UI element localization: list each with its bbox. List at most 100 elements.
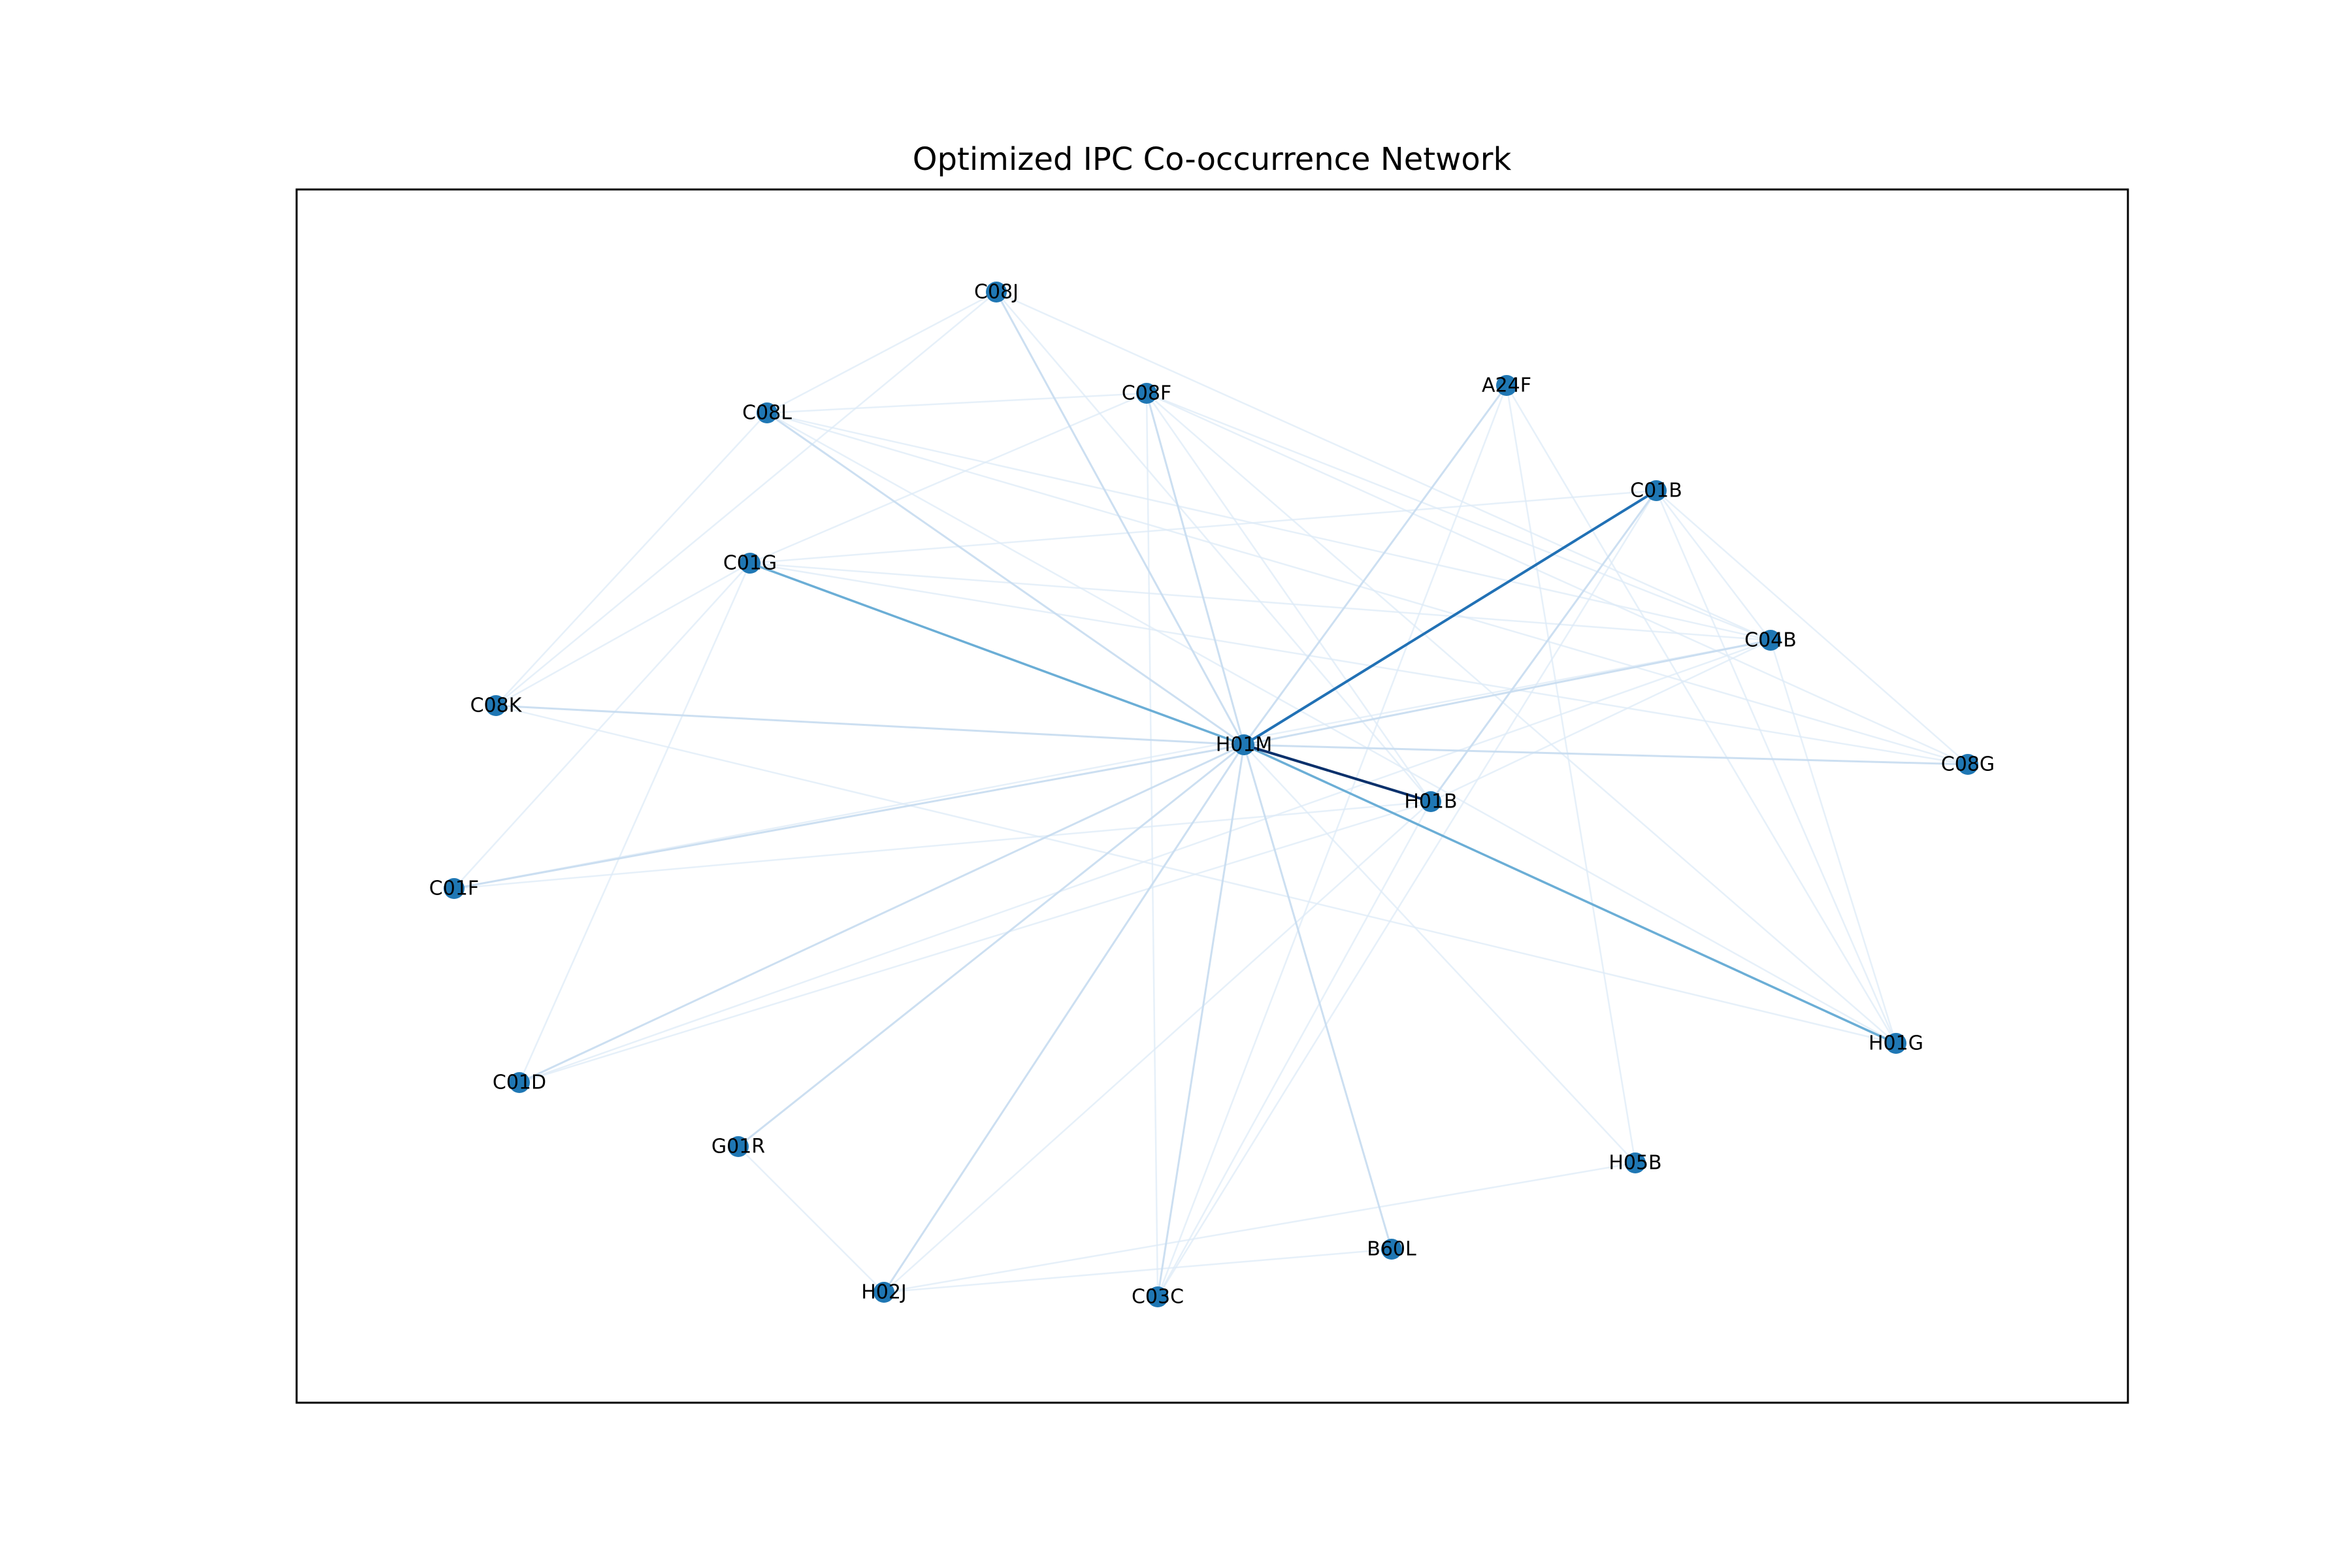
- node-label-c01b: C01B: [1630, 480, 1682, 502]
- node-label-c01d: C01D: [493, 1071, 546, 1094]
- node-c01b[interactable]: [1646, 480, 1667, 501]
- node-h05b[interactable]: [1625, 1152, 1646, 1173]
- edge-h01b-c08f: [1145, 393, 1432, 802]
- edge-h01b-c04b: [1430, 639, 1771, 803]
- edge-c08f-c04b: [1146, 392, 1771, 642]
- node-h02j[interactable]: [874, 1282, 894, 1303]
- node-label-c08l: C08L: [742, 402, 792, 425]
- node-c04b[interactable]: [1760, 630, 1781, 651]
- node-h01m[interactable]: [1233, 734, 1254, 755]
- edge-c08j-h01b: [996, 291, 1431, 802]
- edge-c08j-c08k: [495, 291, 997, 706]
- edge-h02j-b60l: [883, 1248, 1392, 1294]
- node-a24f[interactable]: [1496, 375, 1517, 396]
- edge-c08f-c08g: [1146, 392, 1968, 766]
- node-h01g[interactable]: [1886, 1033, 1906, 1054]
- edge-c01g-c01b: [749, 489, 1657, 564]
- edge-h01b-h02j: [883, 801, 1431, 1293]
- node-label-c04b: C04B: [1744, 629, 1797, 652]
- edge-c08f-c03c: [1145, 393, 1159, 1298]
- edge-c01g-c08g: [749, 562, 1968, 766]
- node-label-c03c: C03C: [1132, 1286, 1184, 1309]
- edge-layer: [453, 291, 1968, 1298]
- edge-h01m-c08k: [495, 704, 1245, 746]
- edge-c04b-c01f: [453, 639, 1771, 890]
- edge-h02j-h05b: [883, 1162, 1636, 1294]
- edge-h01m-c01g: [749, 562, 1245, 746]
- node-c01f[interactable]: [444, 878, 465, 899]
- node-label-c01f: C01F: [429, 877, 479, 900]
- edge-h01m-a24f: [1243, 385, 1508, 745]
- edge-c04b-h01g: [1769, 640, 1897, 1044]
- edge-h01b-c01b: [1429, 490, 1658, 802]
- edge-g01r-h02j: [738, 1146, 885, 1293]
- edge-c04b-c01d: [519, 639, 1771, 1084]
- edge-h01m-c08g: [1243, 743, 1968, 766]
- node-c01g[interactable]: [740, 553, 760, 574]
- node-b60l[interactable]: [1381, 1239, 1402, 1260]
- edge-h01b-c01f: [453, 800, 1431, 890]
- edge-c01b-h01g: [1655, 490, 1897, 1044]
- edge-h01b-c03c: [1156, 801, 1432, 1298]
- node-c08k[interactable]: [485, 695, 506, 716]
- node-label-a24f: A24F: [1482, 374, 1531, 397]
- edge-c08k-h01g: [495, 704, 1897, 1045]
- node-label-c01g: C01G: [723, 552, 777, 575]
- chart-title: Optimized IPC Co-occurrence Network: [913, 141, 1512, 178]
- edge-h01m-g01r: [738, 743, 1245, 1148]
- edge-h01m-c03c: [1156, 744, 1245, 1298]
- edge-c01g-c01d: [518, 563, 751, 1083]
- edge-h01m-h02j: [883, 744, 1245, 1293]
- edge-c01g-c08f: [749, 392, 1147, 564]
- edge-c01b-c08g: [1656, 490, 1968, 765]
- edge-a24f-h05b: [1505, 385, 1637, 1164]
- node-h01b[interactable]: [1420, 791, 1441, 812]
- edge-h01m-c08j: [995, 291, 1245, 745]
- node-label-c08j: C08J: [974, 281, 1019, 304]
- node-layer: [444, 282, 1978, 1307]
- edge-c08j-c04b: [996, 291, 1771, 642]
- node-label-c08g: C08G: [1941, 753, 1995, 776]
- node-label-h05b: H05B: [1609, 1152, 1661, 1175]
- edge-h01m-c08f: [1145, 393, 1245, 745]
- node-label-h01g: H01G: [1869, 1032, 1923, 1055]
- node-c08f[interactable]: [1136, 383, 1157, 404]
- node-label-h02j: H02J: [861, 1281, 907, 1304]
- edge-h01m-c01f: [453, 743, 1245, 890]
- edge-h01m-c04b: [1243, 639, 1771, 746]
- edge-h01m-h01g: [1243, 743, 1897, 1045]
- edge-c08l-c04b: [766, 412, 1771, 642]
- edge-c01b-c03c: [1156, 490, 1658, 1298]
- edge-c01b-c04b: [1656, 490, 1771, 641]
- node-label-h01b: H01B: [1404, 791, 1457, 813]
- edge-c01g-c01f: [453, 563, 751, 889]
- edge-c01g-c08k: [495, 562, 751, 707]
- edge-c08l-c08g: [766, 412, 1968, 766]
- node-label-b60l: B60L: [1367, 1238, 1416, 1261]
- plot-frame: [295, 188, 2129, 1404]
- node-g01r[interactable]: [728, 1136, 749, 1157]
- edge-c08l-c08k: [495, 412, 768, 706]
- node-label-g01r: G01R: [711, 1135, 765, 1158]
- node-c01d[interactable]: [509, 1072, 530, 1093]
- edge-h01m-h05b: [1243, 744, 1636, 1164]
- label-layer: C08J C08F A24F C08L C01B C01G C04B C08K H01M C08G…: [429, 281, 1995, 1309]
- node-label-c08k: C08K: [470, 694, 523, 717]
- edge-c08f-h01g: [1146, 393, 1897, 1044]
- node-c03c[interactable]: [1147, 1286, 1168, 1307]
- node-c08l[interactable]: [757, 402, 777, 423]
- node-c08g[interactable]: [1957, 754, 1978, 775]
- edge-a24f-c03c: [1156, 385, 1508, 1298]
- edge-h01m-h01b: [1243, 743, 1431, 803]
- node-c08j[interactable]: [986, 282, 1007, 302]
- edge-h01m-c01b: [1243, 489, 1658, 746]
- edge-c08l-c08f: [766, 392, 1147, 414]
- edge-a24f-h01g: [1505, 385, 1897, 1044]
- edge-c08l-c08j: [766, 291, 997, 414]
- node-label-c08f: C08F: [1122, 382, 1171, 405]
- edge-h01m-b60l: [1243, 744, 1393, 1250]
- edge-h01b-c01d: [519, 800, 1431, 1084]
- edge-h01m-c01d: [519, 743, 1245, 1084]
